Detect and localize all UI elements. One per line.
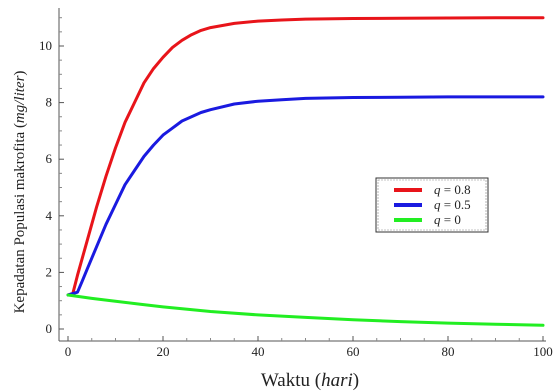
y-tick-label: 0	[46, 321, 53, 336]
y-axis: 0 2 4 6 8 10	[39, 8, 64, 341]
series-layer	[66, 16, 545, 327]
series-line-0	[66, 16, 545, 297]
x-axis: 0 20 40 60 80 100	[59, 336, 553, 359]
legend-label: q = 0.5	[434, 197, 471, 212]
y-tick-label: 10	[39, 38, 52, 53]
y-tick-label: 8	[46, 95, 53, 110]
legend-label: q = 0	[434, 212, 461, 227]
legend: q = 0.8q = 0.5q = 0	[375, 177, 489, 233]
y-tick-label: 6	[46, 151, 53, 166]
x-tick-label: 40	[252, 344, 265, 359]
x-tick-label: 60	[347, 344, 360, 359]
x-tick-label: 100	[533, 344, 553, 359]
y-tick-label: 4	[46, 208, 53, 223]
series-line-1	[66, 95, 545, 297]
legend-inner-border	[377, 179, 487, 231]
x-tick-label: 80	[442, 344, 455, 359]
x-tick-label: 0	[65, 344, 72, 359]
x-tick-label: 20	[157, 344, 170, 359]
legend-label: q = 0.8	[434, 182, 471, 197]
series-line-2	[66, 293, 545, 327]
x-axis-title: Waktu (hari)	[261, 370, 359, 391]
legend-box	[375, 177, 489, 233]
y-axis-title: Kepadatan Populasi makrofita (mg/liter)	[12, 71, 28, 314]
y-tick-label: 2	[46, 264, 53, 279]
